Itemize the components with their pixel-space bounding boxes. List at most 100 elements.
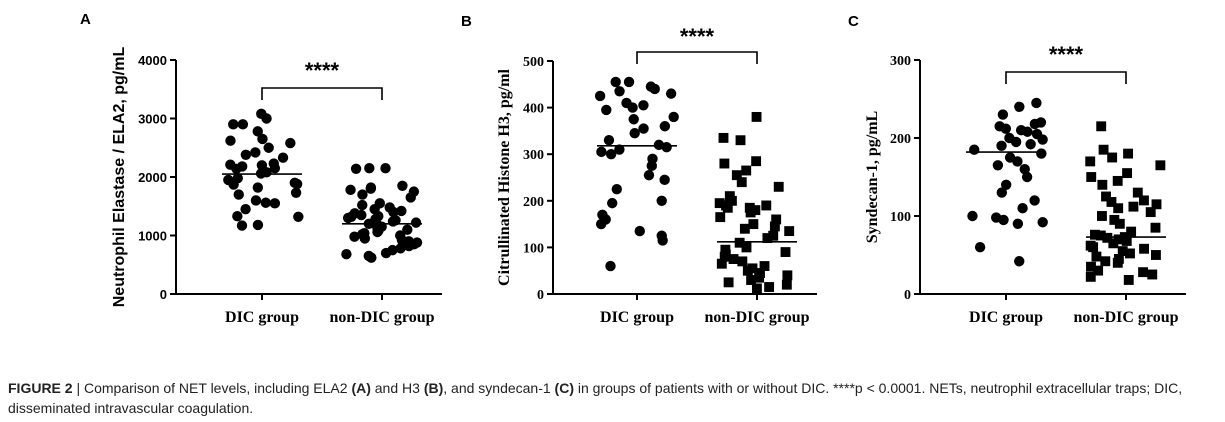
data-point <box>998 214 1009 226</box>
data-point <box>252 126 263 137</box>
data-point <box>1123 148 1134 159</box>
data-point <box>643 169 655 181</box>
data-point <box>1014 101 1025 113</box>
x-category-label: non-DIC group <box>704 309 809 326</box>
data-point <box>1097 211 1107 221</box>
data-point <box>1090 229 1100 240</box>
data-point <box>342 212 354 224</box>
data-point <box>1125 248 1135 259</box>
data-point <box>1014 256 1025 267</box>
data-point <box>356 209 367 221</box>
data-point <box>1138 267 1149 278</box>
y-tick-label: 100 <box>523 241 544 256</box>
y-axis-title: Neutrophil Elastase / ELA2, pg/mL <box>111 47 128 308</box>
data-point <box>716 258 727 269</box>
data-point <box>1109 214 1120 225</box>
data-point <box>762 233 773 244</box>
data-point <box>668 111 679 123</box>
x-category-label: non-DIC group <box>329 309 434 326</box>
data-point <box>603 135 615 146</box>
data-point <box>594 90 606 102</box>
data-point <box>737 256 748 267</box>
y-tick-label: 2000 <box>138 170 167 185</box>
data-point <box>996 140 1007 151</box>
data-point <box>638 100 649 111</box>
data-point <box>629 128 640 139</box>
data-point <box>397 180 408 191</box>
data-point <box>380 163 391 174</box>
data-point <box>1100 256 1111 267</box>
data-point <box>250 147 261 158</box>
y-tick-label: 3000 <box>138 112 167 127</box>
data-point <box>596 146 607 158</box>
data-point <box>357 199 368 211</box>
significance-bracket <box>1005 71 1127 84</box>
data-point <box>723 277 734 288</box>
data-point <box>780 247 791 257</box>
significance-label: **** <box>305 58 340 83</box>
data-point <box>1150 222 1161 233</box>
data-point <box>1037 217 1048 228</box>
caption-figure-label: FIGURE 2 <box>8 380 73 396</box>
data-point <box>269 198 281 209</box>
y-tick-label: 0 <box>160 287 167 302</box>
data-point <box>718 132 729 143</box>
caption-ref-b: (B) <box>423 380 444 396</box>
data-point <box>768 230 779 241</box>
data-point <box>605 149 617 160</box>
data-point <box>611 183 622 195</box>
data-point <box>967 210 978 222</box>
data-point <box>997 109 1009 120</box>
data-point <box>269 163 281 174</box>
data-point <box>607 197 618 209</box>
data-point <box>1012 156 1023 167</box>
data-point <box>714 198 725 209</box>
data-point <box>731 170 742 181</box>
significance-label: **** <box>1049 42 1084 67</box>
data-point <box>1029 118 1041 130</box>
data-point <box>601 104 612 116</box>
data-point <box>735 135 746 146</box>
y-tick-label: 4000 <box>138 53 167 68</box>
data-point <box>1085 156 1096 167</box>
data-point <box>1095 230 1106 241</box>
data-point <box>1113 203 1124 214</box>
data-point <box>252 219 264 231</box>
data-point <box>372 226 383 238</box>
data-point <box>614 86 625 97</box>
data-point <box>1128 201 1139 212</box>
data-point <box>719 158 730 169</box>
data-point <box>1107 152 1118 163</box>
data-point <box>1123 275 1134 285</box>
data-point <box>345 184 356 196</box>
data-point <box>1012 218 1024 229</box>
significance-label: **** <box>680 24 715 49</box>
data-point <box>751 156 762 167</box>
data-point <box>628 114 639 125</box>
data-point <box>715 212 726 223</box>
y-tick-label: 0 <box>904 288 911 303</box>
data-point <box>1113 234 1124 245</box>
data-point <box>638 123 649 134</box>
data-point <box>1122 168 1133 179</box>
data-point <box>231 163 242 175</box>
y-axis-title: Syndecan-1, pg/mL <box>864 111 881 243</box>
data-point <box>261 113 272 124</box>
data-point <box>754 272 765 283</box>
x-category-label: DIC group <box>600 309 674 326</box>
data-point <box>1117 246 1128 257</box>
data-point <box>228 119 239 130</box>
data-point <box>659 174 670 186</box>
data-point <box>661 142 672 153</box>
data-point <box>359 233 371 244</box>
data-point <box>293 211 304 222</box>
data-point <box>646 160 657 172</box>
data-point <box>277 152 289 163</box>
data-point <box>228 179 239 190</box>
data-point <box>260 197 271 208</box>
data-point <box>240 203 251 215</box>
data-point <box>1097 179 1108 190</box>
data-point <box>1132 187 1143 198</box>
data-point <box>761 200 772 211</box>
data-point <box>610 76 621 88</box>
